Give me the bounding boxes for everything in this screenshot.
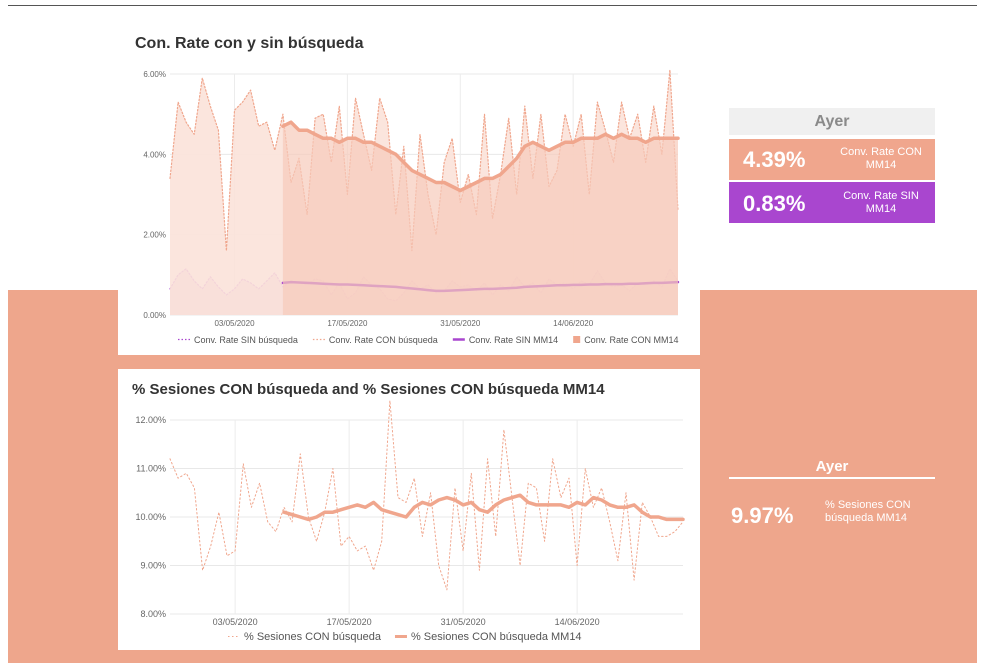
kpi-conv-sin-row: 0.83% Conv. Rate SIN MM14 bbox=[729, 182, 935, 223]
kpi-conv-con-row: 4.39% Conv. Rate CON MM14 bbox=[729, 139, 935, 180]
series-line bbox=[169, 400, 684, 591]
legend-label: % Sesiones CON búsqueda bbox=[244, 631, 382, 643]
conversion-rate-chart: 0.00% 2.00% 4.00% 6.00% 03/05/2020 17/05/2020… bbox=[143, 69, 680, 345]
x-tick-label: 03/05/2020 bbox=[213, 617, 258, 627]
chart-title: Con. Rate con y sin búsqueda bbox=[135, 35, 364, 52]
legend-label: % Sesiones CON búsqueda MM14 bbox=[411, 631, 582, 643]
kpi-conv-con-label: Conv. Rate CON MM14 bbox=[840, 146, 922, 171]
series-line bbox=[282, 493, 685, 522]
legend-label: Conv. Rate CON MM14 bbox=[584, 335, 678, 345]
y-tick-label: 9.00% bbox=[140, 561, 166, 571]
series-area bbox=[282, 122, 678, 315]
y-tick-label: 6.00% bbox=[143, 70, 166, 79]
chart-card-sessions: % Sesiones CON búsqueda and % Sesiones C… bbox=[118, 369, 700, 650]
kpi-conv-sin-value: 0.83% bbox=[743, 191, 806, 216]
kpi-conv-con-value: 4.39% bbox=[743, 147, 806, 172]
legend-label: Conv. Rate SIN MM14 bbox=[469, 335, 558, 345]
series-line bbox=[281, 120, 680, 193]
kpi-yesterday-header: Ayer bbox=[729, 108, 935, 135]
legend-swatch bbox=[573, 336, 581, 343]
y-tick-label: 12.00% bbox=[135, 415, 166, 425]
x-tick-label: 17/05/2020 bbox=[327, 319, 368, 328]
y-tick-label: 10.00% bbox=[135, 512, 166, 522]
y-tick-label: 0.00% bbox=[143, 311, 166, 320]
chart-card-conversion: Con. Rate con y sin búsqueda 0.00% 2.00% 4… bbox=[118, 22, 700, 355]
kpi-yesterday-header-2: Ayer bbox=[729, 457, 935, 479]
x-tick-label: 14/06/2020 bbox=[555, 617, 600, 627]
legend-label: Conv. Rate CON búsqueda bbox=[329, 335, 438, 345]
kpi-sessions-label: % Sesiones CON búsqueda MM14 bbox=[825, 499, 911, 524]
x-tick-label: 31/05/2020 bbox=[440, 319, 481, 328]
kpi-sessions-row: 9.97% % Sesiones CON búsqueda MM14 bbox=[729, 495, 935, 535]
top-divider bbox=[8, 5, 977, 6]
kpi-sessions-value: 9.97% bbox=[731, 503, 794, 528]
y-tick-label: 8.00% bbox=[140, 609, 166, 619]
y-tick-label: 2.00% bbox=[143, 231, 166, 240]
chart-title: % Sesiones CON búsqueda and % Sesiones C… bbox=[132, 381, 605, 398]
kpi-conv-sin-label: Conv. Rate SIN MM14 bbox=[843, 190, 919, 215]
x-tick-label: 03/05/2020 bbox=[214, 319, 255, 328]
sessions-search-chart: 8.00% 9.00% 10.00% 11.00% 12.00% 03/05/2020 17… bbox=[135, 400, 685, 643]
legend-label: Conv. Rate SIN búsqueda bbox=[194, 335, 298, 345]
x-tick-label: 17/05/2020 bbox=[327, 617, 372, 627]
y-tick-label: 11.00% bbox=[136, 464, 166, 474]
y-tick-label: 4.00% bbox=[143, 150, 166, 159]
x-tick-label: 14/06/2020 bbox=[553, 319, 594, 328]
x-tick-label: 31/05/2020 bbox=[441, 617, 486, 627]
